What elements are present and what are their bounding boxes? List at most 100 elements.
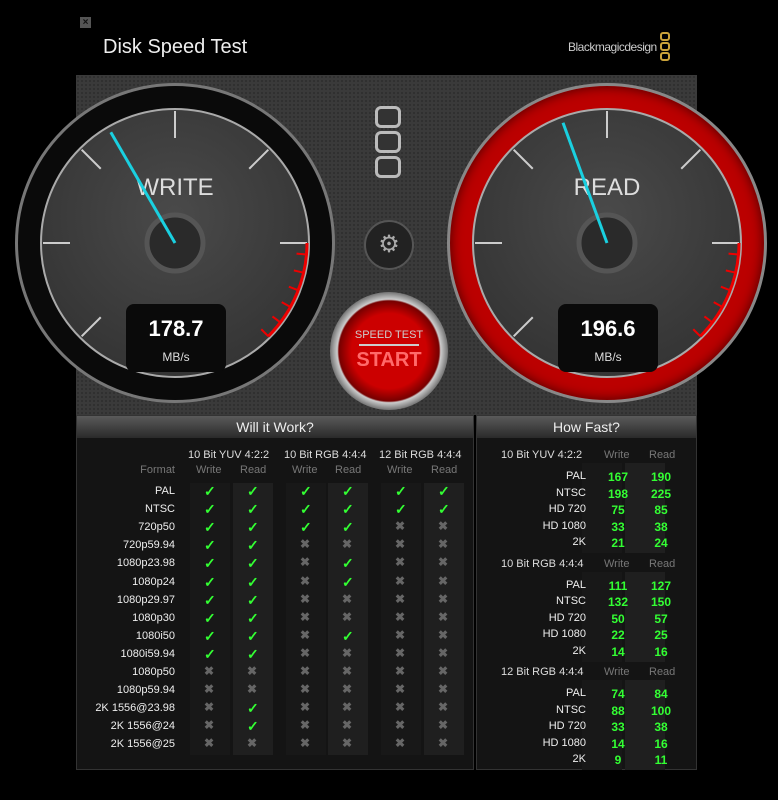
cross-icon: ✖ (204, 700, 215, 715)
write-speed-fps: 198 (607, 486, 629, 501)
settings-button[interactable]: ⚙ (364, 220, 414, 270)
gear-icon: ⚙ (378, 231, 400, 258)
check-icon: ✓ (204, 573, 216, 590)
write-speed-fps: 33 (611, 519, 625, 534)
cross-icon: ✖ (204, 736, 215, 751)
close-button[interactable]: × (80, 17, 91, 28)
cross-icon: ✖ (342, 700, 353, 715)
cross-icon: ✖ (438, 573, 449, 588)
cross-icon: ✖ (300, 664, 311, 678)
column-background (582, 571, 622, 662)
blackmagic-emblem-icon (375, 106, 403, 181)
check-icon: ✓ (204, 627, 216, 644)
cross-icon: ✖ (395, 573, 406, 588)
cross-icon: ✖ (395, 736, 406, 751)
will-it-work-section: Will it Work? Format 10 Bit YUV 4:2:2 Writ… (76, 415, 474, 770)
start-button[interactable]: SPEED TEST START (330, 292, 448, 410)
write-speed-fps: 33 (611, 720, 625, 735)
write-speed-fps: 50 (611, 611, 625, 626)
format-label: 1080i59.94 (120, 647, 175, 660)
cross-icon: ✖ (300, 537, 311, 552)
cross-icon: ✖ (342, 537, 353, 552)
cross-icon: ✖ (300, 682, 311, 697)
gauge-tick (512, 316, 534, 338)
cross-icon: ✖ (395, 664, 406, 678)
check-icon: ✓ (247, 627, 259, 644)
check-icon: ✓ (247, 537, 259, 554)
read-subheader: Read (335, 464, 362, 476)
cross-icon: ✖ (438, 555, 449, 570)
cross-icon: ✖ (438, 609, 449, 624)
check-icon: ✓ (204, 645, 216, 662)
cross-icon: ✖ (395, 627, 406, 642)
speed-format-label: HD 720 (548, 611, 586, 624)
read-speed-fps: 190 (650, 470, 672, 484)
cross-icon: ✖ (395, 591, 406, 606)
column-background (328, 483, 368, 755)
start-divider (359, 344, 419, 346)
format-label: NTSC (145, 503, 175, 516)
check-icon: ✓ (247, 718, 259, 735)
read-speed-fps: 38 (654, 720, 668, 735)
check-icon: ✓ (204, 609, 216, 626)
speed-group-title: 12 Bit RGB 4:4:4 (501, 666, 584, 678)
start-button-caption: SPEED TEST (354, 329, 424, 341)
cross-icon: ✖ (438, 645, 449, 660)
read-speed-fps: 16 (654, 736, 668, 751)
cross-icon: ✖ (438, 718, 449, 733)
speed-group-title: 10 Bit YUV 4:2:2 (501, 449, 583, 461)
check-icon: ✓ (342, 501, 354, 518)
check-icon: ✓ (395, 483, 407, 499)
cross-icon: ✖ (438, 591, 449, 606)
gauge-redline-tick (725, 269, 736, 274)
write-subheader: Write (604, 449, 630, 461)
cross-icon: ✖ (438, 736, 449, 751)
check-icon: ✓ (247, 700, 259, 717)
cross-icon: ✖ (300, 718, 311, 733)
read-subheader: Read (240, 464, 267, 476)
app-title: Disk Speed Test (103, 36, 248, 58)
format-label: 1080p24 (132, 575, 175, 588)
cross-icon: ✖ (300, 736, 311, 751)
gauge-redline-tick (728, 252, 739, 256)
write-speed-fps: 74 (611, 687, 625, 701)
cross-icon: ✖ (342, 609, 353, 624)
column-background (625, 680, 665, 770)
cross-icon: ✖ (342, 682, 353, 697)
format-label: 1080i50 (135, 629, 175, 642)
check-icon: ✓ (342, 573, 354, 590)
format-label: 2K 1556@23.98 (95, 702, 175, 715)
write-subheader: Write (604, 666, 630, 678)
read-subheader: Read (649, 449, 676, 461)
how-fast-section: How Fast? 10 Bit YUV 4:2:2 Write Read PAL 16… (476, 415, 697, 770)
column-background (233, 483, 273, 755)
check-icon: ✓ (342, 627, 354, 644)
gauge-tick (80, 148, 102, 170)
check-icon: ✓ (342, 519, 354, 536)
gauge-needle (109, 131, 177, 244)
column-background (625, 463, 665, 553)
format-label: 2K 1556@24 (110, 720, 175, 733)
write-subheader: Write (196, 464, 222, 476)
check-icon: ✓ (438, 483, 450, 499)
read-speed-fps: 225 (650, 486, 672, 501)
read-subheader: Read (431, 464, 458, 476)
speed-format-label: NTSC (556, 486, 586, 499)
will-it-work-title: Will it Work? (77, 416, 473, 438)
column-background (286, 483, 326, 755)
cross-icon: ✖ (300, 645, 311, 660)
group-header: 10 Bit RGB 4:4:4 (284, 449, 367, 461)
read-speed-fps: 24 (654, 536, 668, 551)
gauge-tick (680, 148, 702, 170)
read-subheader: Read (649, 557, 676, 570)
format-label: 1080p59.94 (116, 684, 175, 697)
check-icon: ✓ (204, 591, 216, 608)
format-header: Format (140, 464, 175, 476)
cross-icon: ✖ (342, 645, 353, 660)
speed-format-label: PAL (566, 470, 586, 482)
check-icon: ✓ (300, 483, 312, 499)
write-gauge: WRITE 178.7 MB/s (15, 83, 335, 403)
check-icon: ✓ (300, 519, 312, 536)
write-speed-fps: 88 (611, 703, 625, 718)
write-readout: 178.7 MB/s (126, 304, 226, 372)
